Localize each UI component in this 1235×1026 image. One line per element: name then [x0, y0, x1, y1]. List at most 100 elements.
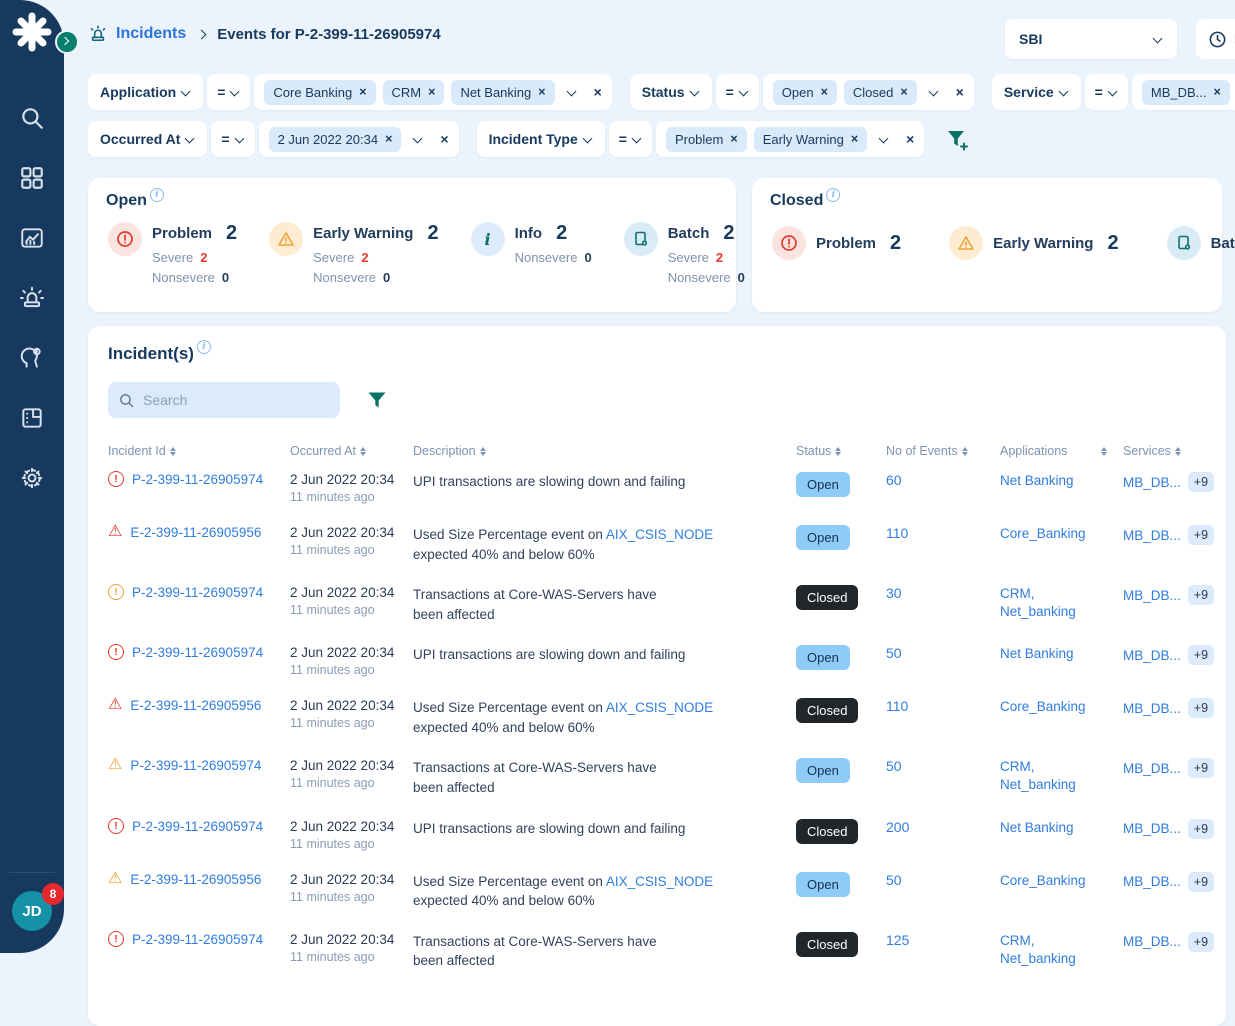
more-services-badge[interactable]: +9 [1187, 645, 1215, 666]
more-services-badge[interactable]: +9 [1187, 585, 1215, 606]
incident-id-link[interactable]: E-2-399-11-26905956 [130, 871, 262, 887]
applications-link[interactable]: Core_Banking [1000, 699, 1086, 715]
chips-dropdown-chevron[interactable] [878, 133, 889, 143]
column-header-no-of-events[interactable]: No of Events [886, 444, 1000, 458]
filter-operator-select[interactable]: = [207, 74, 251, 110]
filter-field-select[interactable]: Incident Type [476, 121, 605, 157]
sort-icon[interactable] [961, 446, 968, 456]
incidents-siren-icon[interactable] [19, 285, 45, 311]
events-count-link[interactable]: 110 [886, 525, 909, 541]
column-header-services[interactable]: Services [1123, 444, 1206, 458]
more-services-badge[interactable]: +9 [1187, 525, 1215, 545]
column-header-incident-id[interactable]: Incident Id [108, 444, 290, 458]
dashboard-chart-icon[interactable] [19, 225, 45, 251]
service-link[interactable]: MB_DB... [1123, 647, 1181, 663]
applications-link[interactable]: Core_Banking [1000, 872, 1086, 888]
incident-id-link[interactable]: P-2-399-11-26905974 [132, 931, 264, 947]
search-input[interactable] [143, 392, 330, 408]
insights-head-icon[interactable] [19, 345, 45, 371]
applications-link[interactable]: Net Banking [1000, 819, 1074, 835]
applications-link[interactable]: CRM, Net_banking [1000, 932, 1076, 966]
more-services-badge[interactable]: +9 [1187, 758, 1215, 779]
settings-gear-icon[interactable] [19, 465, 45, 491]
remove-filter-button[interactable] [906, 132, 914, 146]
more-services-badge[interactable]: +9 [1187, 698, 1215, 719]
service-link[interactable]: MB_DB... [1123, 527, 1181, 543]
chip-remove-icon[interactable] [821, 86, 828, 99]
incident-id-link[interactable]: P-2-399-11-26905974 [132, 645, 264, 661]
events-count-link[interactable]: 50 [886, 871, 902, 888]
add-filter-icon[interactable] [944, 126, 970, 152]
more-services-badge[interactable]: +9 [1187, 931, 1215, 952]
applications-link[interactable]: CRM, Net_banking [1000, 586, 1076, 620]
service-link[interactable]: MB_DB... [1123, 587, 1181, 603]
incident-id-link[interactable]: P-2-399-11-26905974 [132, 585, 264, 601]
incident-id-link[interactable]: P-2-399-11-26905974 [132, 472, 264, 487]
chip-remove-icon[interactable] [428, 86, 435, 99]
service-link[interactable]: MB_DB... [1123, 474, 1181, 490]
service-link[interactable]: MB_DB... [1123, 821, 1181, 836]
events-count-link[interactable]: 110 [886, 698, 909, 715]
org-select[interactable]: SBI [1005, 19, 1177, 59]
description-node-link[interactable]: AIX_CSIS_NODE [605, 700, 714, 716]
reports-doc-icon[interactable] [19, 405, 45, 431]
apps-grid-icon[interactable] [19, 165, 45, 191]
applications-link[interactable]: Net Banking [1000, 473, 1074, 488]
sort-icon[interactable] [1174, 446, 1181, 456]
column-header-occurred-at[interactable]: Occurred At [290, 444, 413, 458]
filter-operator-select[interactable]: = [715, 74, 759, 110]
filter-operator-select[interactable]: = [211, 121, 255, 157]
events-count-link[interactable]: 200 [886, 818, 910, 835]
events-count-link[interactable]: 30 [886, 585, 902, 602]
filter-operator-select[interactable]: = [1084, 74, 1128, 110]
sidebar-expand-toggle[interactable] [55, 30, 79, 54]
incident-id-link[interactable]: P-2-399-11-26905974 [132, 818, 264, 834]
service-link[interactable]: MB_DB... [1123, 760, 1181, 776]
filter-operator-select[interactable]: = [608, 121, 652, 157]
sort-icon[interactable] [479, 446, 486, 456]
info-icon[interactable]: i [149, 188, 164, 202]
column-header-status[interactable]: Status [796, 444, 886, 458]
table-filter-icon[interactable] [366, 389, 388, 411]
chip-remove-icon[interactable] [1213, 86, 1220, 99]
chip-remove-icon[interactable] [851, 133, 858, 146]
more-services-badge[interactable]: +9 [1187, 818, 1215, 839]
applications-link[interactable]: Core_Banking [1000, 526, 1086, 541]
remove-filter-button[interactable] [956, 85, 964, 99]
remove-filter-button[interactable] [440, 132, 448, 146]
more-services-badge[interactable]: +9 [1187, 472, 1215, 492]
chip-remove-icon[interactable] [730, 133, 737, 146]
incident-id-link[interactable]: E-2-399-11-26905956 [130, 698, 262, 714]
chip-remove-icon[interactable] [385, 133, 392, 146]
applications-link[interactable]: Net Banking [1000, 646, 1074, 662]
sort-icon[interactable] [360, 446, 366, 456]
events-count-link[interactable]: 50 [886, 758, 902, 775]
chips-dropdown-chevron[interactable] [928, 86, 939, 96]
description-node-link[interactable]: AIX_CSIS_NODE [605, 873, 714, 889]
remove-filter-button[interactable] [594, 85, 602, 99]
info-icon[interactable]: i [826, 188, 841, 202]
service-link[interactable]: MB_DB... [1123, 874, 1181, 889]
events-count-link[interactable]: 50 [886, 645, 902, 662]
incident-id-link[interactable]: P-2-399-11-26905974 [130, 758, 262, 774]
breadcrumb-incidents-link[interactable]: Incidents [116, 25, 187, 42]
service-link[interactable]: MB_DB... [1123, 934, 1181, 950]
sort-icon[interactable] [835, 446, 842, 456]
filter-field-select[interactable]: Occurred At [88, 121, 208, 157]
chips-dropdown-chevron[interactable] [566, 86, 577, 96]
column-header-applications[interactable]: Applications [1000, 444, 1123, 458]
sort-icon[interactable] [1101, 446, 1107, 456]
search-icon[interactable] [19, 105, 45, 131]
column-header-description[interactable]: Description [413, 444, 796, 458]
sort-icon[interactable] [169, 446, 176, 456]
more-services-badge[interactable]: +9 [1187, 871, 1215, 892]
chips-dropdown-chevron[interactable] [412, 133, 423, 143]
applications-link[interactable]: CRM, Net_banking [1000, 759, 1076, 793]
filter-field-select[interactable]: Service [991, 74, 1081, 110]
info-icon[interactable]: i [196, 340, 211, 354]
filter-field-select[interactable]: Status [629, 74, 712, 110]
time-range-select[interactable]: L [1196, 19, 1235, 59]
events-count-link[interactable]: 60 [886, 472, 902, 488]
app-logo[interactable] [10, 10, 54, 54]
chip-remove-icon[interactable] [538, 86, 545, 99]
